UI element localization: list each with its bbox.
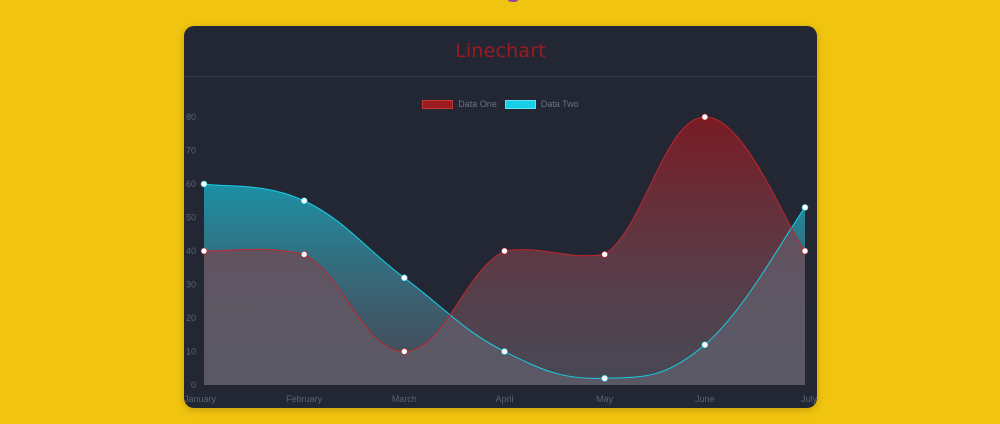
card-header: Linechart bbox=[184, 26, 817, 77]
area-data-one bbox=[204, 116, 805, 386]
page-heading-fragment bbox=[488, 0, 528, 4]
y-tick-label: 0 bbox=[191, 380, 196, 390]
x-tick-label-june: June bbox=[695, 394, 715, 404]
point-data-two-march bbox=[401, 274, 408, 282]
y-tick-label: 10 bbox=[186, 347, 196, 357]
chart-card: Linechart Data One Data Two 0 10 20 30 40 50 6… bbox=[184, 26, 817, 408]
point-data-one-march bbox=[401, 348, 408, 355]
x-tick-label-april: April bbox=[495, 394, 513, 404]
series-points bbox=[200, 113, 809, 382]
point-data-two-february bbox=[300, 197, 308, 205]
point-data-one-january bbox=[200, 247, 208, 255]
legend-item-data-one[interactable]: Data One bbox=[422, 99, 497, 109]
x-tick-label-january: January bbox=[184, 394, 217, 404]
point-data-one-may bbox=[601, 251, 608, 258]
point-data-one-february bbox=[300, 251, 308, 258]
y-tick-label: 50 bbox=[186, 213, 196, 223]
point-data-one-june bbox=[701, 113, 709, 121]
legend-label-data-two: Data Two bbox=[540, 99, 579, 109]
x-tick-label-may: May bbox=[596, 394, 614, 404]
x-tick-label-february: February bbox=[286, 394, 323, 404]
legend-swatch-data-one bbox=[422, 99, 454, 109]
legend-label-data-one: Data One bbox=[458, 99, 497, 109]
x-tick-label-march: March bbox=[392, 394, 417, 404]
x-axis: January February March April May June July bbox=[184, 394, 817, 404]
point-data-two-june bbox=[701, 341, 709, 349]
chart-title: Linechart bbox=[455, 40, 546, 62]
y-tick-label: 60 bbox=[186, 179, 196, 189]
point-data-one-july bbox=[801, 247, 809, 255]
y-axis: 0 10 20 30 40 50 60 70 80 bbox=[186, 112, 196, 390]
series-areas bbox=[204, 116, 805, 386]
point-data-one-april bbox=[501, 247, 508, 255]
line-chart: 0 10 20 30 40 50 60 70 80 January February March Ap… bbox=[184, 112, 817, 404]
x-tick-label-july: July bbox=[801, 394, 817, 404]
y-tick-label: 80 bbox=[186, 112, 196, 122]
y-tick-label: 40 bbox=[186, 246, 196, 256]
legend-swatch-data-two bbox=[504, 99, 536, 109]
legend-item-data-two[interactable]: Data Two bbox=[504, 99, 579, 109]
heading-glyph bbox=[506, 0, 520, 2]
point-data-two-july bbox=[801, 204, 809, 211]
point-data-two-january bbox=[200, 180, 208, 188]
y-tick-label: 70 bbox=[186, 146, 196, 156]
chart-legend: Data One Data Two bbox=[184, 99, 817, 109]
point-data-two-may bbox=[601, 374, 608, 382]
y-tick-label: 20 bbox=[186, 313, 196, 323]
y-tick-label: 30 bbox=[186, 280, 196, 290]
point-data-two-april bbox=[501, 348, 508, 355]
